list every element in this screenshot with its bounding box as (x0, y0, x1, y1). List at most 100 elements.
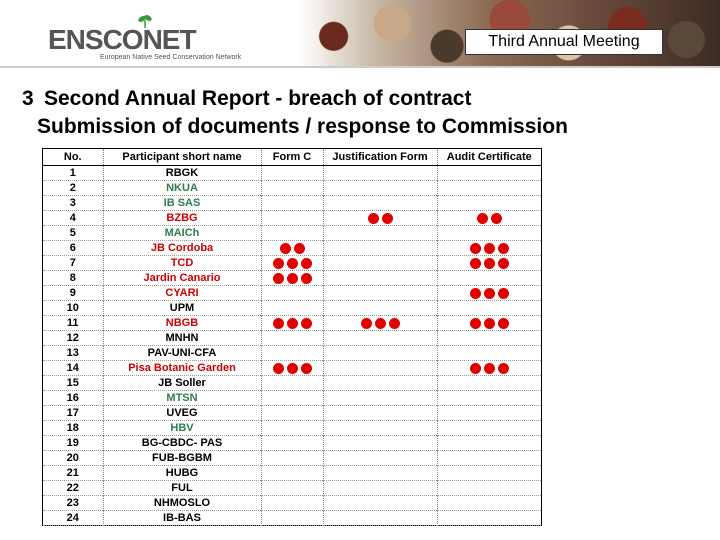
status-dots (476, 212, 502, 224)
justification-cell (323, 330, 438, 346)
row-number: 23 (43, 495, 104, 511)
red-dot-icon (388, 317, 400, 329)
table-row: 6 JB Cordoba (43, 240, 541, 256)
red-dot-icon (469, 362, 481, 374)
audit-cell (437, 346, 541, 361)
status-dots (469, 317, 509, 329)
status-dots (469, 287, 509, 299)
logo-subtitle: European Native Seed Conservation Networ… (100, 54, 242, 61)
red-dot-icon (300, 317, 312, 329)
participant-name: IB-BAS (103, 510, 262, 526)
audit-cell (437, 391, 541, 406)
row-number: 6 (43, 240, 104, 256)
table-row: 15 JB Soller (43, 375, 541, 391)
audit-cell (437, 271, 541, 286)
justification-cell (323, 225, 438, 241)
slide-title: 3 Second Annual Report - breach of contra… (22, 86, 471, 112)
form-c-cell (261, 435, 324, 451)
row-number: 13 (43, 345, 104, 361)
form-c-cell (261, 180, 324, 196)
audit-cell (437, 226, 541, 241)
red-dot-icon (497, 242, 509, 254)
form-c-cell (261, 300, 324, 316)
row-number: 1 (43, 165, 104, 181)
justification-cell (323, 405, 438, 421)
status-dots (272, 317, 312, 329)
red-dot-icon (469, 242, 481, 254)
form-c-cell (261, 345, 324, 361)
table-row: 2 NKUA (43, 180, 541, 196)
table-row: 1 RBGK (43, 165, 541, 181)
participant-name: MNHN (103, 330, 262, 346)
row-number: 19 (43, 435, 104, 451)
audit-cell (437, 181, 541, 196)
ensconet-logo: ENSCONET European Native Seed Conservati… (48, 14, 298, 64)
red-dot-icon (293, 242, 305, 254)
row-number: 4 (43, 210, 104, 226)
column-header-participant: Participant short name (103, 149, 262, 166)
participant-name: UPM (103, 300, 262, 316)
table-header-row: No. Participant short name Form C Justif… (43, 149, 541, 166)
audit-cell (437, 496, 541, 511)
audit-cell (437, 481, 541, 496)
column-header-form-c: Form C (261, 149, 324, 166)
audit-cell (437, 211, 541, 226)
justification-cell (323, 270, 438, 286)
row-number: 2 (43, 180, 104, 196)
table-row: 3 IB SAS (43, 195, 541, 211)
red-dot-icon (497, 257, 509, 269)
form-c-cell (261, 495, 324, 511)
red-dot-icon (286, 257, 298, 269)
participant-name: MAICh (103, 225, 262, 241)
justification-cell (323, 255, 438, 271)
table-row: 9 CYARI (43, 285, 541, 301)
audit-cell (437, 376, 541, 391)
table-row: 16 MTSN (43, 390, 541, 406)
form-c-cell (261, 450, 324, 466)
justification-cell (323, 300, 438, 316)
row-number: 16 (43, 390, 104, 406)
row-number: 15 (43, 375, 104, 391)
status-dots (469, 257, 509, 269)
row-number: 20 (43, 450, 104, 466)
status-dots (469, 362, 509, 374)
justification-cell (323, 315, 438, 331)
red-dot-icon (476, 212, 488, 224)
form-c-cell (261, 330, 324, 346)
red-dot-icon (300, 257, 312, 269)
table-row: 11 NBGB (43, 315, 541, 331)
audit-cell (437, 406, 541, 421)
row-number: 7 (43, 255, 104, 271)
participant-name: JB Cordoba (103, 240, 262, 256)
justification-cell (323, 375, 438, 391)
form-c-cell (261, 510, 324, 526)
justification-cell (323, 285, 438, 301)
form-c-cell (261, 360, 324, 376)
slide-title-text: Second Annual Report - breach of contrac… (44, 87, 472, 110)
form-c-cell (261, 240, 324, 256)
audit-cell (437, 466, 541, 481)
red-dot-icon (483, 242, 495, 254)
form-c-cell (261, 375, 324, 391)
red-dot-icon (272, 317, 284, 329)
form-c-cell (261, 270, 324, 286)
row-number: 24 (43, 510, 104, 526)
justification-cell (323, 510, 438, 526)
form-c-cell (261, 465, 324, 481)
column-header-no: No. (43, 149, 104, 166)
form-c-cell (261, 420, 324, 436)
audit-cell (437, 241, 541, 256)
red-dot-icon (381, 212, 393, 224)
form-c-cell (261, 225, 324, 241)
form-c-cell (261, 285, 324, 301)
row-number: 3 (43, 195, 104, 211)
red-dot-icon (497, 362, 509, 374)
red-dot-icon (469, 317, 481, 329)
table-row: 19 BG-CBDC- PAS (43, 435, 541, 451)
row-number: 9 (43, 285, 104, 301)
justification-cell (323, 345, 438, 361)
participants-table: No. Participant short name Form C Justif… (42, 148, 542, 526)
red-dot-icon (490, 212, 502, 224)
table-row: 13 PAV-UNI-CFA (43, 345, 541, 361)
audit-cell (437, 361, 541, 376)
